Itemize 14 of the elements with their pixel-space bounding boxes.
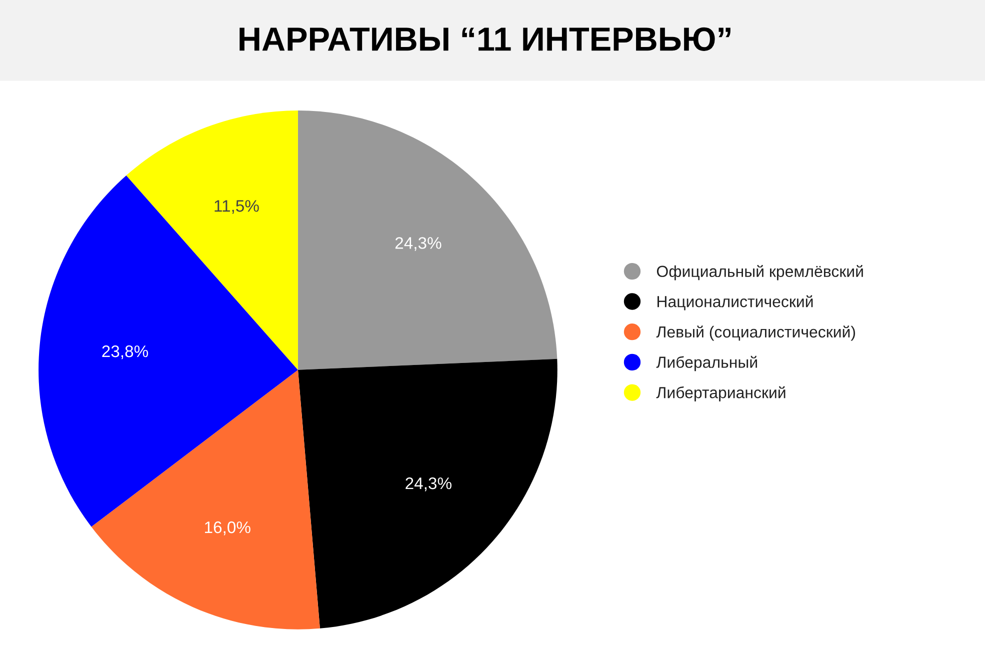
legend-label: Официальный кремлёвский (656, 265, 863, 280)
pie-slice (298, 358, 558, 628)
data-label: 16,0% (205, 521, 250, 536)
pie-slice (298, 110, 558, 370)
legend-label: Либертарианский (656, 386, 786, 402)
data-label: 24,3% (395, 237, 442, 251)
data-label: 23,8% (102, 345, 148, 360)
legend-label: Националистический (658, 295, 813, 310)
chart-title: НАРРАТИВЫ “11 ИНТЕРВЬЮ” (240, 27, 730, 51)
legend-label: Левый (социалистический) (656, 326, 856, 341)
data-label: 11,5% (214, 200, 259, 214)
pie-slice (91, 370, 320, 630)
data-label: 24,3% (406, 477, 452, 492)
legend-label: Либеральный (656, 356, 757, 372)
